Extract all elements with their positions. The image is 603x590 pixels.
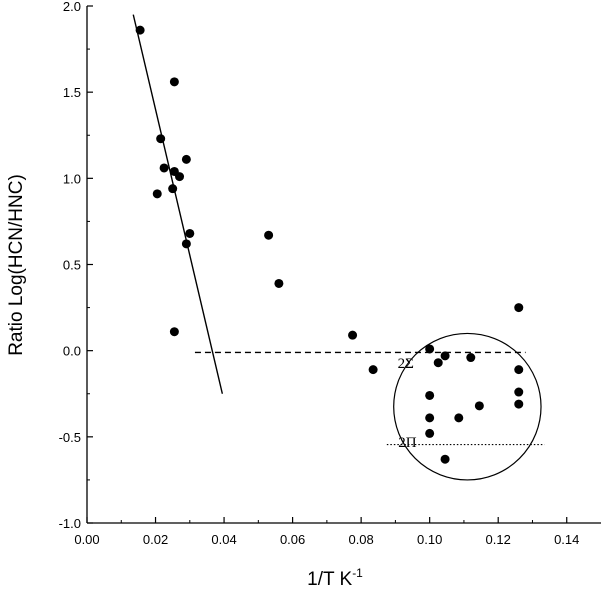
data-point: [440, 351, 450, 361]
data-point: [181, 154, 191, 164]
x-tick-label: 0.02: [143, 532, 168, 547]
data-point: [152, 189, 162, 199]
plot-area: 2Σ 2Π: [132, 14, 545, 481]
x-tick-label: 0.00: [74, 532, 99, 547]
data-point: [514, 303, 524, 313]
data-point: [264, 230, 274, 240]
data-point: [169, 327, 179, 337]
label-2sigma: 2Σ: [398, 356, 414, 372]
data-point: [348, 330, 358, 340]
fit-line: [132, 14, 224, 394]
y-tick-label: 1.5: [63, 85, 81, 100]
y-tick-label: 2.0: [63, 0, 81, 14]
data-point: [454, 413, 464, 423]
x-tick-label: 0.06: [280, 532, 305, 547]
data-point: [425, 413, 435, 423]
data-point: [425, 428, 435, 438]
data-point: [425, 344, 435, 354]
data-point: [181, 239, 191, 249]
data-point: [440, 454, 450, 464]
x-axis-title-superscript: -1: [352, 566, 363, 580]
x-tick-label: 0.12: [486, 532, 511, 547]
data-point: [433, 358, 443, 368]
y-tick-label: 0.0: [63, 344, 81, 359]
data-point: [425, 390, 435, 400]
y-tick-label: -0.5: [59, 430, 81, 445]
data-point: [274, 278, 284, 288]
y-tick-label: 0.5: [63, 258, 81, 273]
y-axis: -1.0 -0.5 0.0 0.5 1.0 1.5 2.0: [59, 0, 93, 531]
data-point: [175, 172, 185, 182]
data-point: [159, 163, 169, 173]
data-point: [474, 401, 484, 411]
x-tick-label: 0.08: [348, 532, 373, 547]
y-axis-title: Ratio Log(HCN/HNC): [6, 174, 27, 356]
data-point: [135, 25, 145, 35]
label-2pi: 2Π: [398, 435, 417, 451]
x-tick-label: 0.10: [417, 532, 442, 547]
x-tick-label: 0.14: [554, 532, 579, 547]
x-axis-title: 1/T K-1: [307, 566, 363, 590]
data-point: [169, 77, 179, 87]
data-point: [466, 353, 476, 363]
data-point: [185, 228, 195, 238]
data-point: [156, 134, 166, 144]
x-axis: 0.00 0.02 0.04 0.06 0.08 0.10 0.12 0.14: [74, 517, 601, 547]
x-axis-title-text: 1/T K: [307, 569, 352, 590]
y-tick-label: 1.0: [63, 171, 81, 186]
data-point: [514, 365, 524, 375]
data-point: [514, 399, 524, 409]
data-point: [168, 184, 178, 194]
y-tick-label: -1.0: [59, 516, 81, 531]
x-tick-label: 0.04: [211, 532, 236, 547]
grouping-ellipse: [393, 332, 542, 481]
data-point: [368, 365, 378, 375]
data-point: [514, 387, 524, 397]
